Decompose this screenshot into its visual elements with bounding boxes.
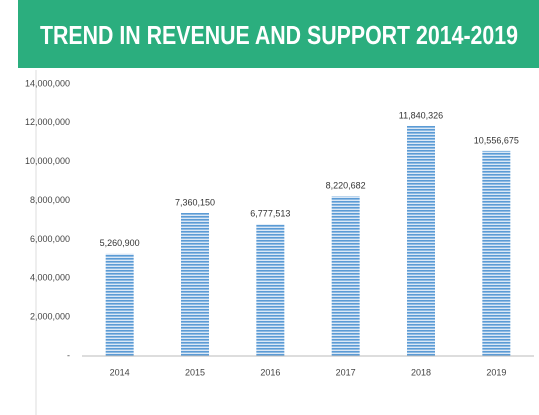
bar (256, 224, 285, 356)
value-label: 11,840,326 (399, 110, 443, 120)
value-label: 8,220,682 (326, 181, 366, 191)
y-tick-label: - (67, 350, 70, 360)
bar (482, 150, 511, 356)
x-tick-label: 2014 (110, 367, 130, 377)
y-tick-label: 10,000,000 (25, 156, 70, 166)
bar (181, 213, 209, 356)
x-tick-label: 2019 (486, 367, 506, 377)
bar (105, 253, 134, 356)
value-label: 5,260,900 (100, 238, 140, 248)
value-label: 7,360,150 (175, 197, 215, 207)
x-tick-label: 2015 (185, 367, 205, 377)
value-label: 6,777,513 (250, 209, 290, 219)
bar (407, 125, 435, 356)
title-banner (18, 0, 539, 68)
y-tick-label: 6,000,000 (30, 234, 70, 244)
x-tick-label: 2016 (260, 367, 280, 377)
chart-title: TREND IN REVENUE AND SUPPORT 2014-2019 (40, 20, 518, 50)
y-tick-label: 12,000,000 (25, 117, 70, 127)
y-tick-label: 14,000,000 (25, 78, 70, 88)
bar (331, 196, 360, 356)
y-tick-label: 2,000,000 (30, 312, 70, 322)
x-tick-label: 2018 (411, 367, 431, 377)
value-label: 10,556,675 (474, 135, 519, 145)
x-tick-label: 2017 (336, 367, 356, 377)
y-tick-label: 8,000,000 (30, 195, 70, 205)
y-tick-label: 4,000,000 (30, 273, 70, 283)
